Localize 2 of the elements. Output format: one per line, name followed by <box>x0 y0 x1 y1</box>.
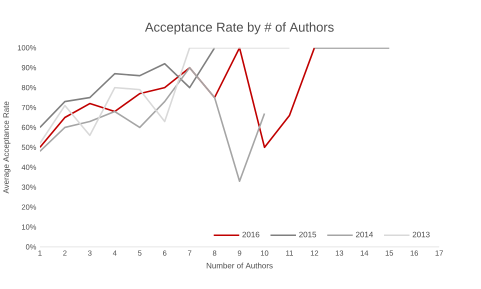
line-series <box>40 67 266 182</box>
chart-title: Acceptance Rate by # of Authors <box>144 22 334 34</box>
